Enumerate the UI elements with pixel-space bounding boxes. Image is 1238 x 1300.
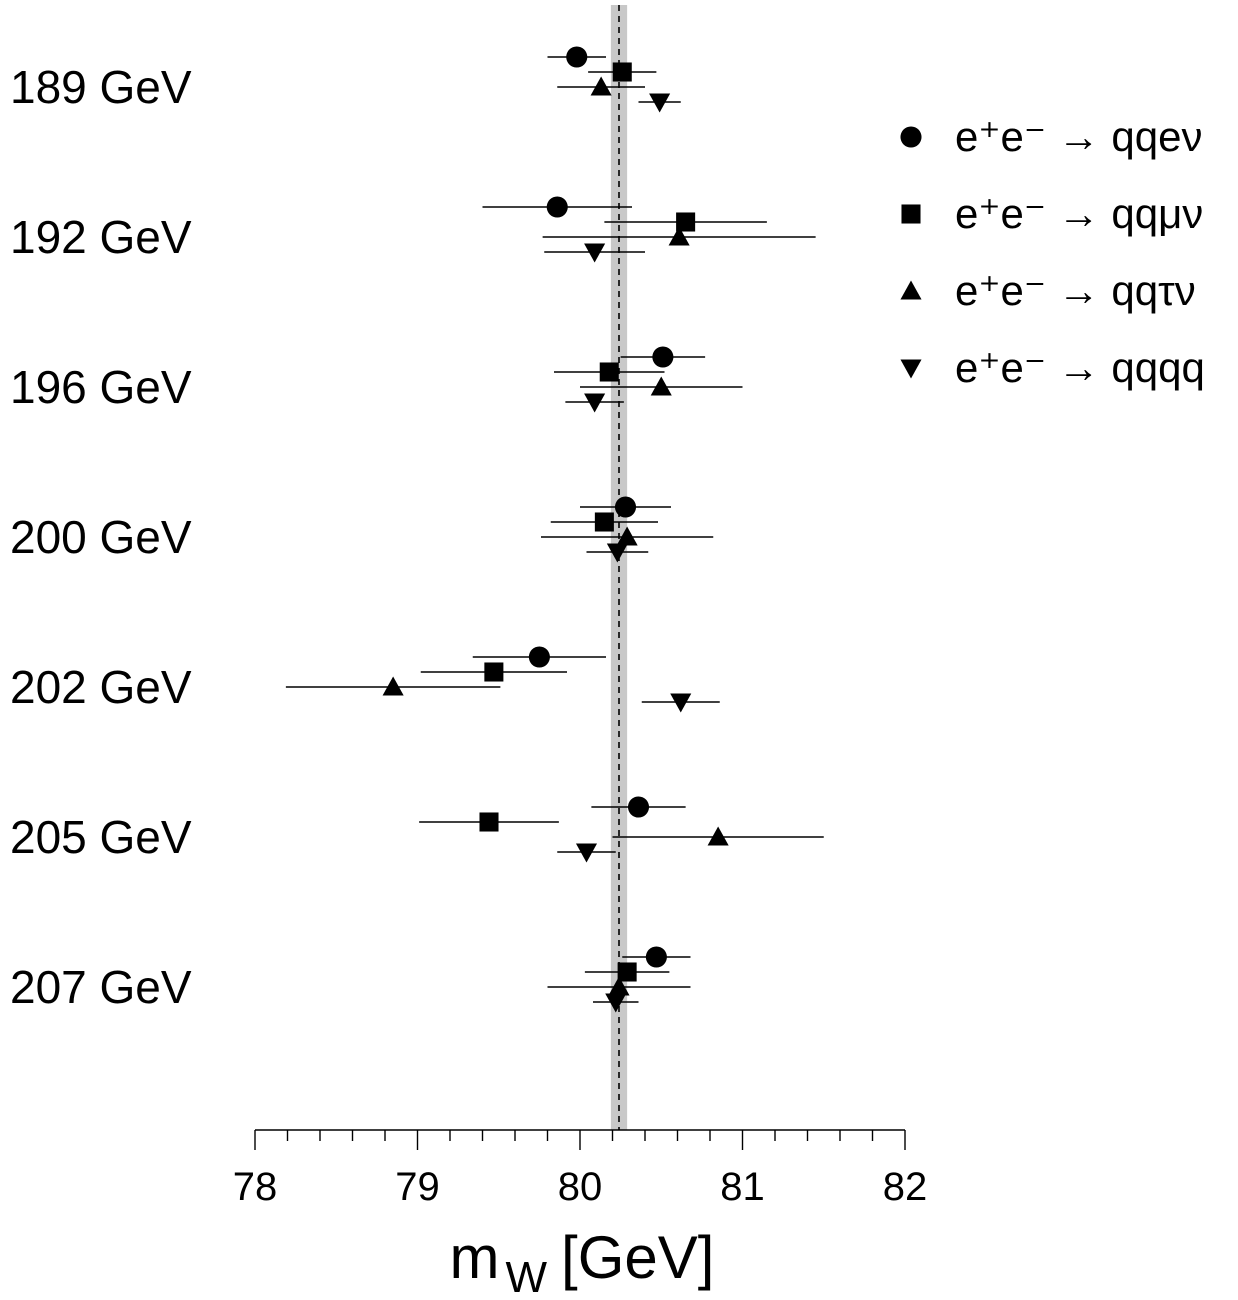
data-point-triangle-down xyxy=(649,93,671,113)
energy-label: 205 GeV xyxy=(10,811,192,863)
data-point-triangle-up xyxy=(616,526,638,546)
energy-label: 192 GeV xyxy=(10,211,192,263)
legend-marker-triangle-up xyxy=(900,280,922,300)
legend-label: e⁺e⁻ → qqqq xyxy=(955,344,1205,391)
legend-label: e⁺e⁻ → qqτν xyxy=(955,267,1196,314)
energy-label: 207 GeV xyxy=(10,961,192,1013)
data-point-circle xyxy=(645,946,667,968)
data-point-triangle-up xyxy=(707,826,729,846)
energy-label: 200 GeV xyxy=(10,511,192,563)
energy-label: 202 GeV xyxy=(10,661,192,713)
energy-labels: 189 GeV 192 GeV 196 GeV 200 GeV 202 GeV 205 G… xyxy=(10,61,192,1013)
legend-marker-triangle-down xyxy=(900,359,922,379)
x-tick-label: 80 xyxy=(558,1165,603,1209)
x-axis-label-unit: [GeV] xyxy=(561,1224,714,1291)
data-point-square xyxy=(599,362,619,382)
x-tick-label: 78 xyxy=(233,1165,278,1209)
data-point-circle xyxy=(627,796,650,818)
x-axis-label-main: m xyxy=(450,1224,500,1291)
energy-label: 196 GeV xyxy=(10,361,192,413)
data-point-circle xyxy=(652,346,674,368)
energy-label: 189 GeV xyxy=(10,61,192,113)
data-point-triangle-down xyxy=(605,993,627,1013)
legend-label: e⁺e⁻ → qqμν xyxy=(955,190,1203,237)
data-point-triangle-up xyxy=(590,76,612,96)
data-point-circle xyxy=(528,646,550,668)
data-point-triangle-up xyxy=(650,376,672,396)
x-axis: 78 79 80 81 82 xyxy=(233,1129,928,1209)
data-point-circle xyxy=(546,196,568,218)
data-point-triangle-up xyxy=(608,976,630,996)
data-point-triangle-up xyxy=(382,676,404,696)
legend-marker-circle xyxy=(900,126,922,148)
x-tick-label: 81 xyxy=(720,1165,765,1209)
data-point-square xyxy=(484,662,504,682)
data-point-square xyxy=(612,62,632,82)
data-point-triangle-down xyxy=(606,543,628,563)
data-point-circle xyxy=(566,46,588,68)
data-point-square xyxy=(617,962,637,982)
x-tick-label: 79 xyxy=(395,1165,440,1209)
x-tick-label: 82 xyxy=(883,1165,928,1209)
data-points xyxy=(285,46,824,1013)
data-point-square xyxy=(676,212,696,232)
data-point-square xyxy=(594,512,614,532)
x-axis-label: m W [GeV] xyxy=(450,1224,715,1300)
legend-label: e⁺e⁻ → qqeν xyxy=(955,113,1202,160)
data-point-triangle-down xyxy=(670,693,692,713)
legend-marker-square xyxy=(901,204,921,224)
data-point-circle xyxy=(614,496,637,518)
data-point-triangle-down xyxy=(575,843,598,863)
combined-band-layer xyxy=(610,5,628,1130)
data-point-square xyxy=(479,812,499,832)
data-point-triangle-up xyxy=(668,226,690,246)
x-axis-label-subscript: W xyxy=(506,1253,548,1300)
data-point-triangle-down xyxy=(584,243,606,263)
data-point-triangle-down xyxy=(584,393,606,413)
legend: e⁺e⁻ → qqeν e⁺e⁻ → qqμν e⁺e⁻ → qqτν e⁺e⁻ → … xyxy=(900,113,1205,391)
